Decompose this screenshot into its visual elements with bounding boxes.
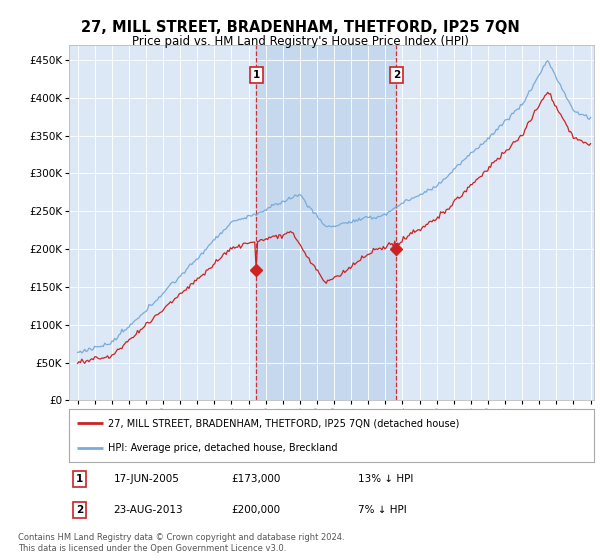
Text: 27, MILL STREET, BRADENHAM, THETFORD, IP25 7QN (detached house): 27, MILL STREET, BRADENHAM, THETFORD, IP… xyxy=(109,418,460,428)
Text: 27, MILL STREET, BRADENHAM, THETFORD, IP25 7QN: 27, MILL STREET, BRADENHAM, THETFORD, IP… xyxy=(80,20,520,35)
Text: 17-JUN-2005: 17-JUN-2005 xyxy=(113,474,179,484)
Text: 2: 2 xyxy=(76,505,83,515)
Text: HPI: Average price, detached house, Breckland: HPI: Average price, detached house, Brec… xyxy=(109,442,338,452)
Text: 7% ↓ HPI: 7% ↓ HPI xyxy=(358,505,407,515)
Text: Contains HM Land Registry data © Crown copyright and database right 2024.
This d: Contains HM Land Registry data © Crown c… xyxy=(18,533,344,553)
Text: 13% ↓ HPI: 13% ↓ HPI xyxy=(358,474,413,484)
Bar xyxy=(256,45,397,400)
Text: Price paid vs. HM Land Registry's House Price Index (HPI): Price paid vs. HM Land Registry's House … xyxy=(131,35,469,48)
Text: 1: 1 xyxy=(76,474,83,484)
Text: 2: 2 xyxy=(392,70,400,80)
Text: 23-AUG-2013: 23-AUG-2013 xyxy=(113,505,183,515)
Text: £200,000: £200,000 xyxy=(232,505,281,515)
Text: 1: 1 xyxy=(253,70,260,80)
Text: £173,000: £173,000 xyxy=(232,474,281,484)
